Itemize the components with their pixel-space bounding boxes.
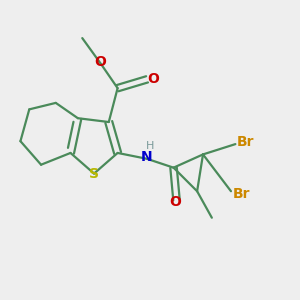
Text: O: O xyxy=(94,55,106,69)
Text: Br: Br xyxy=(237,135,254,149)
Text: O: O xyxy=(148,72,160,86)
Text: Br: Br xyxy=(232,187,250,201)
Text: O: O xyxy=(169,194,181,208)
Text: H: H xyxy=(146,141,154,151)
Text: N: N xyxy=(141,150,153,164)
Text: S: S xyxy=(89,167,99,181)
